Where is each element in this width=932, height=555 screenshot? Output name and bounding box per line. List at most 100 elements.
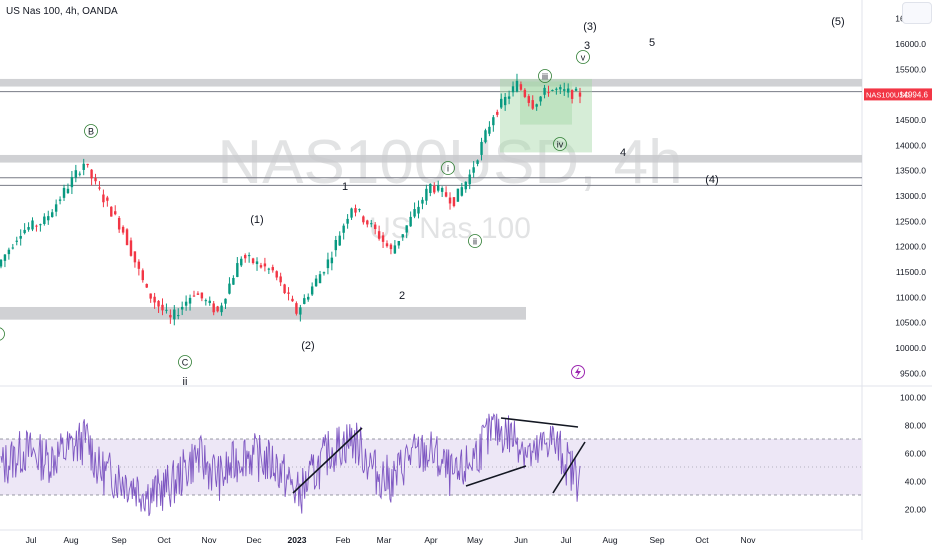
candle-body: [551, 89, 554, 91]
candle-body: [476, 160, 479, 164]
candle-body: [480, 141, 483, 155]
highlight-box: [500, 78, 592, 153]
time-tick-label: Aug: [63, 535, 78, 545]
candle-body: [47, 216, 50, 221]
wave-label: (4): [705, 174, 718, 186]
wave-marker: [0, 327, 5, 341]
wave-marker: [178, 355, 192, 369]
candle-body: [464, 181, 467, 190]
rsi-tick-label: 40.00: [905, 477, 927, 487]
price-tick-label: 14500.0: [895, 115, 926, 125]
candle-body: [0, 259, 3, 267]
candle-body: [326, 259, 330, 269]
candle-body: [500, 98, 503, 108]
price-tick-label: 13000.0: [895, 191, 926, 201]
price-tick-label: 9500.0: [900, 368, 926, 378]
candle-body: [54, 204, 58, 212]
price-tick-label: 11500.0: [896, 267, 926, 277]
candle-body: [314, 278, 318, 287]
candle-body: [413, 209, 416, 217]
candle-body: [338, 235, 341, 246]
candle-body: [539, 96, 542, 102]
candle-body: [180, 306, 184, 310]
price-tick-label: 12500.0: [895, 216, 926, 226]
candle-body: [188, 297, 192, 304]
candle-body: [149, 293, 152, 299]
candle-body: [370, 223, 373, 225]
wave-label: 1: [342, 181, 348, 193]
rsi-trendline: [465, 465, 527, 487]
candle-body: [385, 243, 389, 247]
candle-body: [346, 218, 349, 224]
candle-body: [145, 284, 148, 288]
price-tag: [864, 88, 932, 101]
wave-marker: [553, 137, 567, 151]
candle-body: [66, 188, 70, 194]
candle-body: [31, 220, 34, 230]
settings-button[interactable]: [902, 2, 932, 24]
candle-body: [82, 163, 85, 170]
time-tick-label: 2023: [288, 535, 307, 545]
time-tick-label: Apr: [424, 535, 437, 545]
candle-body: [161, 304, 164, 311]
candle-body: [283, 284, 286, 294]
candle-body: [448, 197, 452, 204]
candle-body: [366, 220, 369, 225]
candle-body: [354, 208, 357, 213]
candle-body: [251, 258, 255, 263]
candle-body: [484, 130, 487, 143]
time-tick-label: Jun: [514, 535, 528, 545]
candle-body: [456, 188, 460, 202]
rsi-tick-label: 20.00: [905, 505, 927, 515]
candle-body: [405, 225, 408, 233]
price-tag-value: 14994.6: [899, 90, 928, 99]
candle-body: [192, 295, 196, 297]
candle-body: [563, 89, 566, 91]
candle-body: [310, 286, 314, 295]
candle-body: [295, 303, 298, 314]
candle-body: [184, 301, 188, 306]
candle-body: [255, 261, 259, 265]
candle-body: [247, 255, 251, 257]
candle-body: [117, 217, 121, 230]
time-tick-label: Nov: [740, 535, 756, 545]
candle-body: [58, 199, 62, 201]
candle-body: [129, 240, 133, 256]
candle-body: [78, 173, 81, 175]
rsi-line: [0, 412, 581, 517]
candle-body: [452, 197, 456, 207]
candle-body: [157, 300, 160, 307]
candle-body: [307, 296, 310, 300]
candle-body: [566, 88, 570, 93]
candle-body: [578, 92, 582, 97]
price-tick-label: 10500.0: [895, 318, 926, 328]
candle-body: [243, 255, 247, 259]
candle-body: [263, 263, 267, 267]
wave-label: (2): [301, 340, 314, 352]
candle-body: [137, 261, 141, 269]
candle-body: [212, 303, 215, 313]
candle-body: [433, 186, 436, 193]
candle-body: [27, 227, 30, 230]
candle-body: [3, 254, 7, 261]
candle-body: [70, 177, 74, 188]
resistance-zone: [0, 78, 862, 87]
candle-body: [299, 307, 302, 315]
time-tick-label: Oct: [157, 535, 171, 545]
candle-body: [330, 257, 334, 264]
time-tick-label: Oct: [695, 535, 709, 545]
watermark-name: US Nas 100: [369, 212, 531, 245]
candle-body: [35, 225, 38, 227]
candle-body: [440, 187, 444, 192]
candle-body: [291, 298, 294, 302]
candle-body: [23, 229, 26, 234]
candle-body: [220, 305, 223, 313]
candle-body: [208, 300, 211, 304]
resistance-zone: [0, 154, 862, 163]
candle-body: [133, 251, 137, 263]
resistance-zone: [0, 306, 526, 320]
candle-body: [409, 216, 412, 227]
candle-body: [515, 80, 519, 92]
candle-body: [401, 234, 404, 238]
